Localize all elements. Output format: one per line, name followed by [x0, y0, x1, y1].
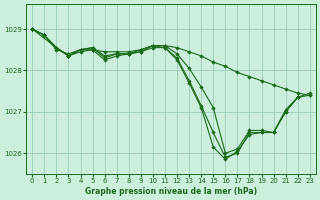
X-axis label: Graphe pression niveau de la mer (hPa): Graphe pression niveau de la mer (hPa): [85, 187, 257, 196]
